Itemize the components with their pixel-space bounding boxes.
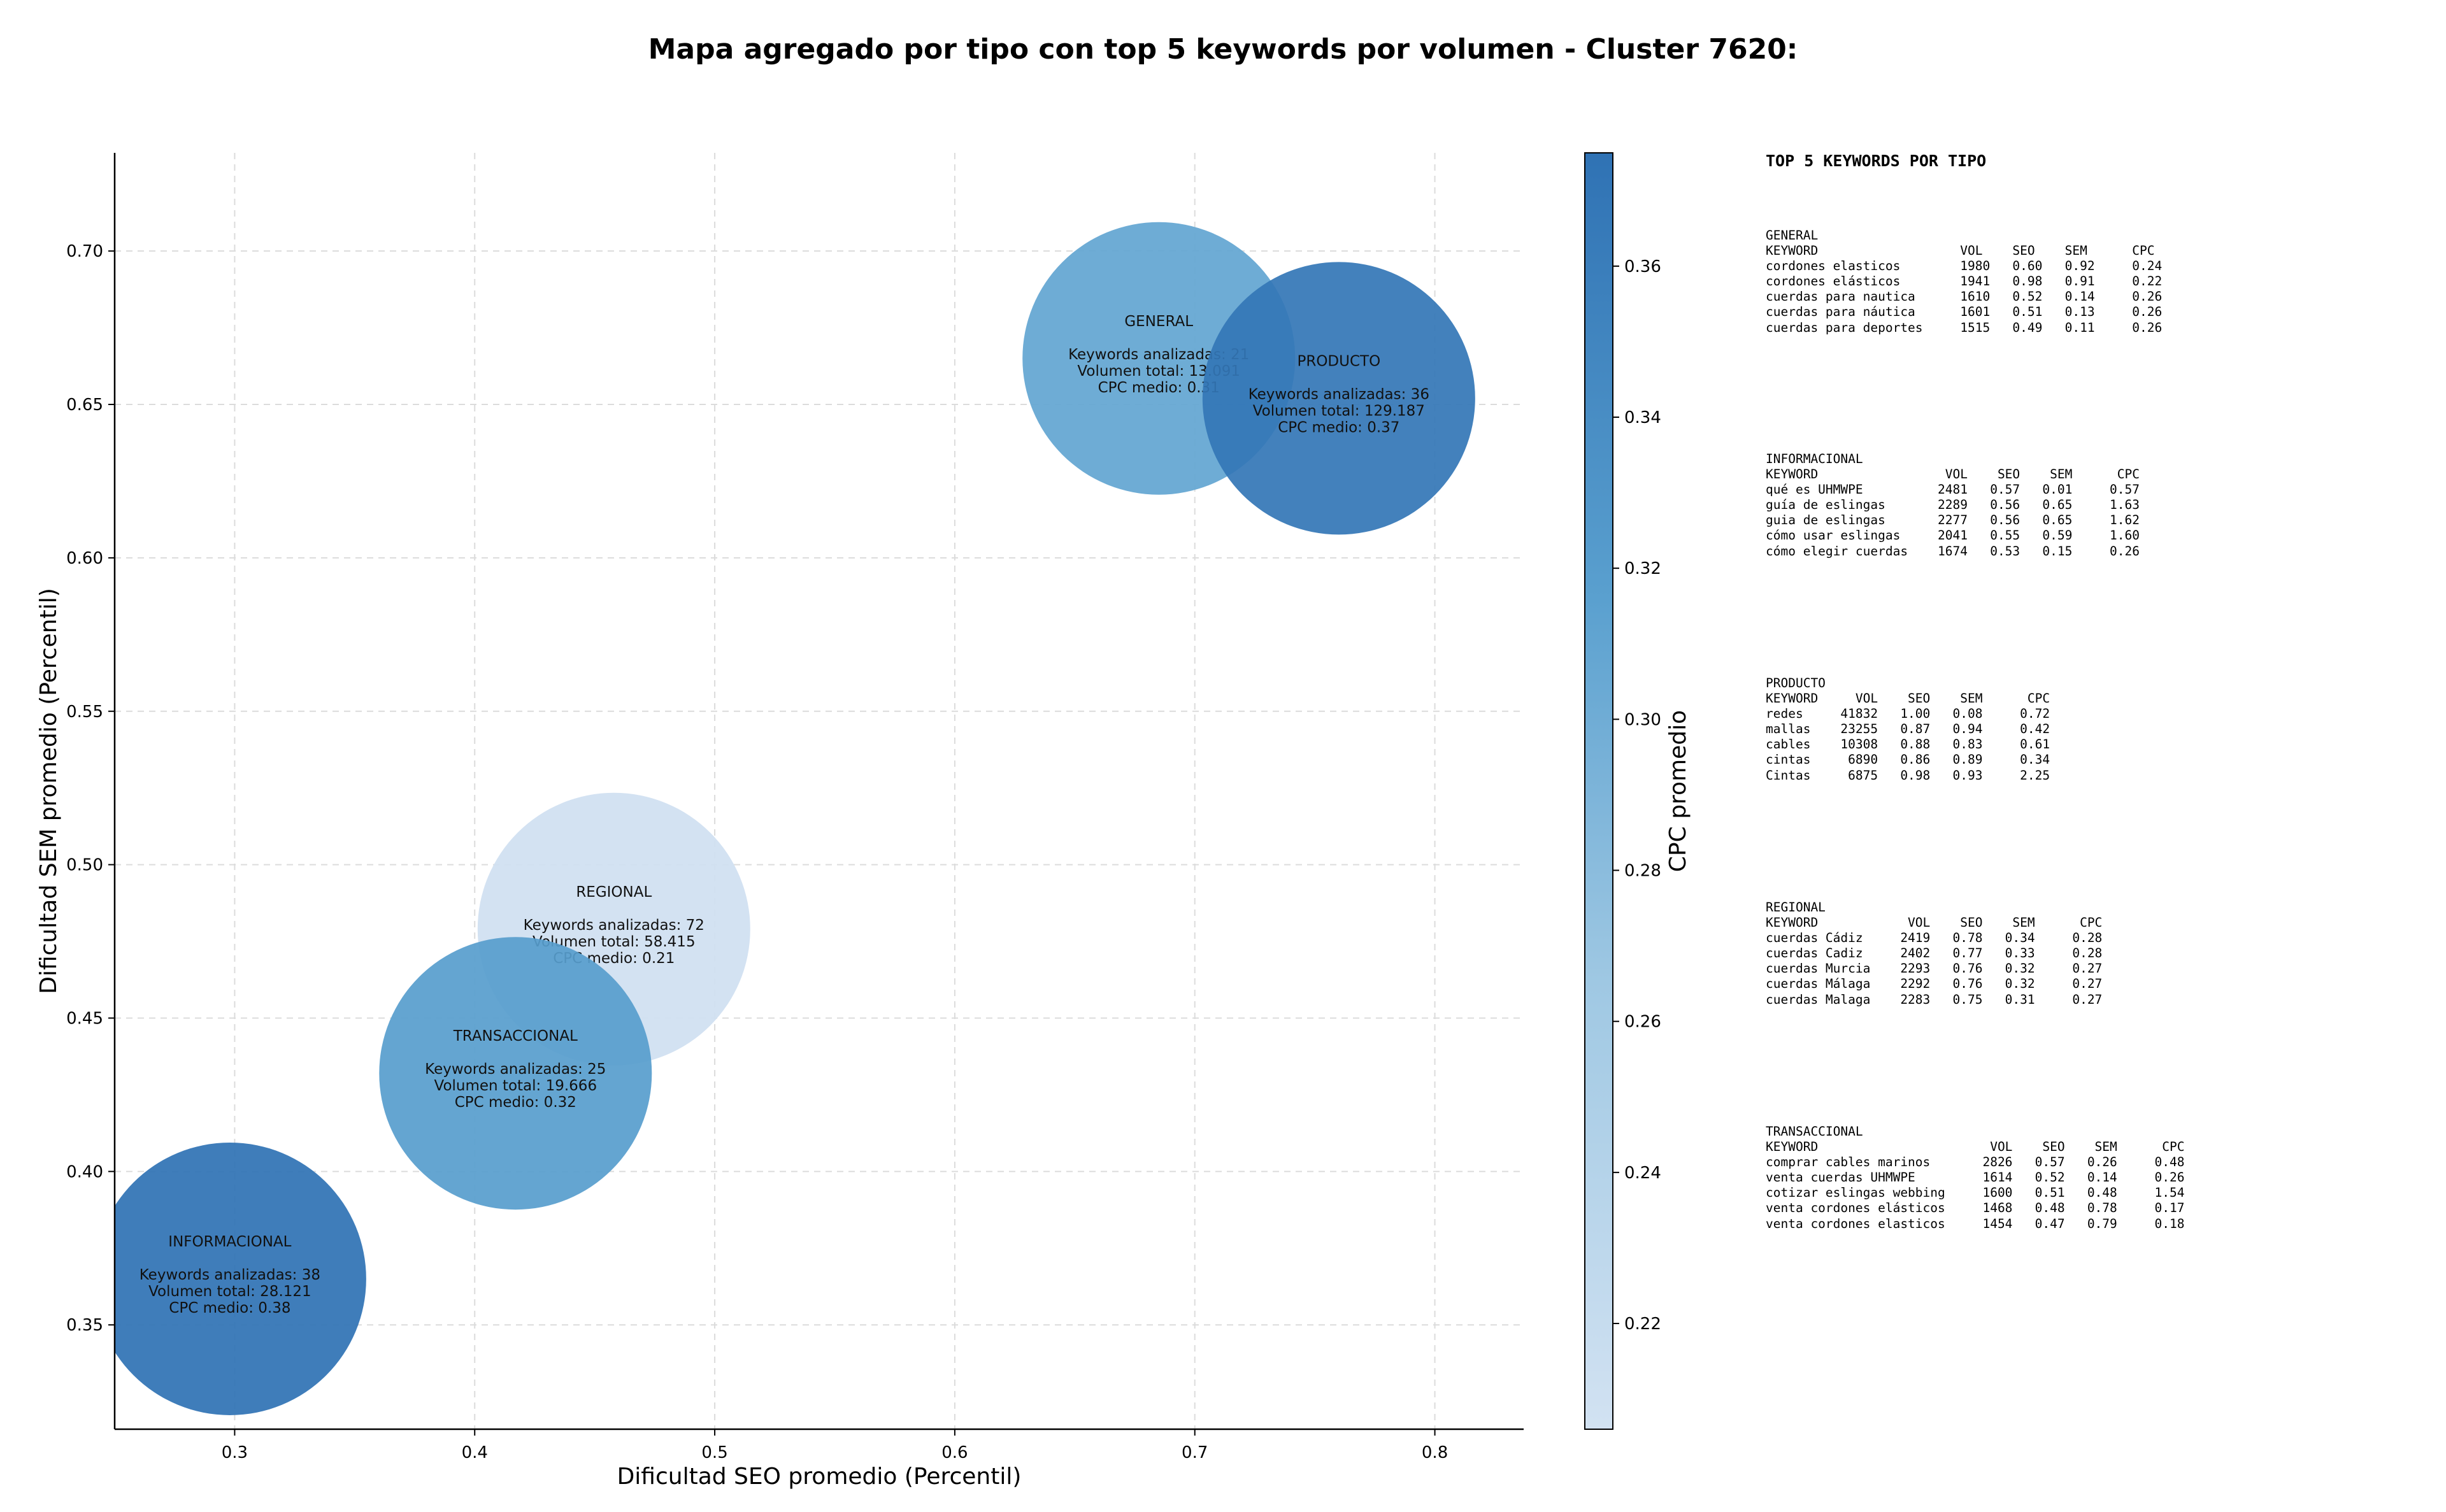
y-tick-label: 0.45: [66, 1009, 103, 1028]
bubble-info-line: Keywords analizadas: 72: [524, 917, 704, 934]
colorbar-tick-label: 0.22: [1624, 1315, 1661, 1334]
bubble-info-line: Keywords analizadas: 36: [1248, 386, 1429, 403]
keyword-table-text: PRODUCTO KEYWORD VOL SEO SEM CPC redes 4…: [1766, 676, 2050, 783]
colorbar-tick-label: 0.34: [1624, 408, 1661, 427]
bubble-info-line: Keywords analizadas: 38: [139, 1267, 320, 1283]
bubble-label: REGIONAL: [576, 884, 652, 901]
x-tick-label: 0.3: [222, 1443, 248, 1462]
keyword-table-text: INFORMACIONAL KEYWORD VOL SEO SEM CPC qu…: [1766, 452, 2140, 559]
y-tick-label: 0.50: [66, 856, 103, 875]
bubble-circle: [115, 1143, 366, 1415]
y-tick-label: 0.60: [66, 549, 103, 568]
x-tick-label: 0.4: [462, 1443, 488, 1462]
colorbar-tick-label: 0.32: [1624, 559, 1661, 578]
bubble-info-line: Volumen total: 28.121: [148, 1283, 311, 1300]
keyword-tables-heading: TOP 5 KEYWORDS POR TIPO: [1766, 152, 1987, 170]
y-tick-label: 0.70: [66, 242, 103, 261]
keyword-table-transaccional: TRANSACCIONAL KEYWORD VOL SEO SEM CPC co…: [1766, 1124, 2184, 1232]
bubble-info-line: Keywords analizadas: 25: [425, 1061, 606, 1078]
keyword-tables-panel: TOP 5 KEYWORDS POR TIPO GENERAL KEYWORD …: [1766, 0, 2441, 1512]
bubble-info-line: CPC medio: 0.37: [1278, 419, 1399, 436]
bubble-label: GENERAL: [1124, 313, 1193, 330]
y-tick-label: 0.35: [66, 1316, 103, 1335]
y-tick-label: 0.40: [66, 1162, 103, 1181]
keyword-table-text: REGIONAL KEYWORD VOL SEO SEM CPC cuerdas…: [1766, 900, 2103, 1007]
colorbar-tick-label: 0.26: [1624, 1013, 1661, 1032]
colorbar-tick-label: 0.28: [1624, 862, 1661, 881]
bubble-transaccional: TRANSACCIONAL Keywords analizadas: 25Volu…: [379, 937, 652, 1210]
colorbar-gradient: [1584, 152, 1613, 1430]
bubble-circle: [1202, 262, 1475, 535]
keyword-table-general: GENERAL KEYWORD VOL SEO SEM CPC cordones…: [1766, 228, 2162, 336]
colorbar-label: CPC promedio: [1665, 710, 1691, 872]
bubble-info-line: CPC medio: 0.38: [169, 1300, 290, 1316]
keyword-table-text: TRANSACCIONAL KEYWORD VOL SEO SEM CPC co…: [1766, 1124, 2185, 1231]
bubble-informacional: INFORMACIONAL Keywords analizadas: 38Volu…: [115, 1143, 366, 1415]
axes: 0.3 0.4 0.5 0.6 0.7 0.8 0.35 0.40 0.45 0.50 0.55 0.…: [36, 153, 1524, 1490]
colorbar-tick-label: 0.24: [1624, 1164, 1661, 1183]
keyword-table-text: GENERAL KEYWORD VOL SEO SEM CPC cordones…: [1766, 228, 2163, 335]
keyword-table-informacional: INFORMACIONAL KEYWORD VOL SEO SEM CPC qu…: [1766, 452, 2140, 559]
bubble-info-line: Volumen total: 19.666: [434, 1078, 597, 1094]
y-tick-label: 0.55: [66, 703, 103, 722]
chart-title: Mapa agregado por tipo con top 5 keyword…: [648, 33, 1798, 66]
y-tick-label: 0.65: [66, 396, 103, 415]
y-axis-label: Dificultad SEM promedio (Percentil): [36, 588, 62, 994]
bubble-label: TRANSACCIONAL: [453, 1028, 578, 1045]
colorbar-tick-label: 0.36: [1624, 257, 1661, 276]
bubble-label: PRODUCTO: [1297, 353, 1380, 369]
bubble-label: INFORMACIONAL: [168, 1234, 291, 1250]
keyword-table-producto: PRODUCTO KEYWORD VOL SEO SEM CPC redes 4…: [1766, 676, 2050, 783]
x-axis-label: Dificultad SEO promedio (Percentil): [617, 1464, 1022, 1490]
x-tick-label: 0.8: [1422, 1443, 1448, 1462]
bubble-info-line: CPC medio: 0.31: [1098, 380, 1220, 396]
colorbar: 0.22 0.24 0.26 0.28 0.30 0.32 0.34 0.36 CPC prom…: [1584, 152, 1691, 1430]
bubble-info-line: Volumen total: 129.187: [1253, 403, 1425, 419]
x-tick-label: 0.6: [941, 1443, 968, 1462]
keyword-table-regional: REGIONAL KEYWORD VOL SEO SEM CPC cuerdas…: [1766, 900, 2102, 1008]
bubble-circle: [379, 937, 652, 1210]
x-tick-label: 0.5: [701, 1443, 727, 1462]
x-tick-label: 0.7: [1182, 1443, 1208, 1462]
bubble-info-line: CPC medio: 0.32: [455, 1094, 576, 1111]
colorbar-tick-label: 0.30: [1624, 710, 1661, 729]
